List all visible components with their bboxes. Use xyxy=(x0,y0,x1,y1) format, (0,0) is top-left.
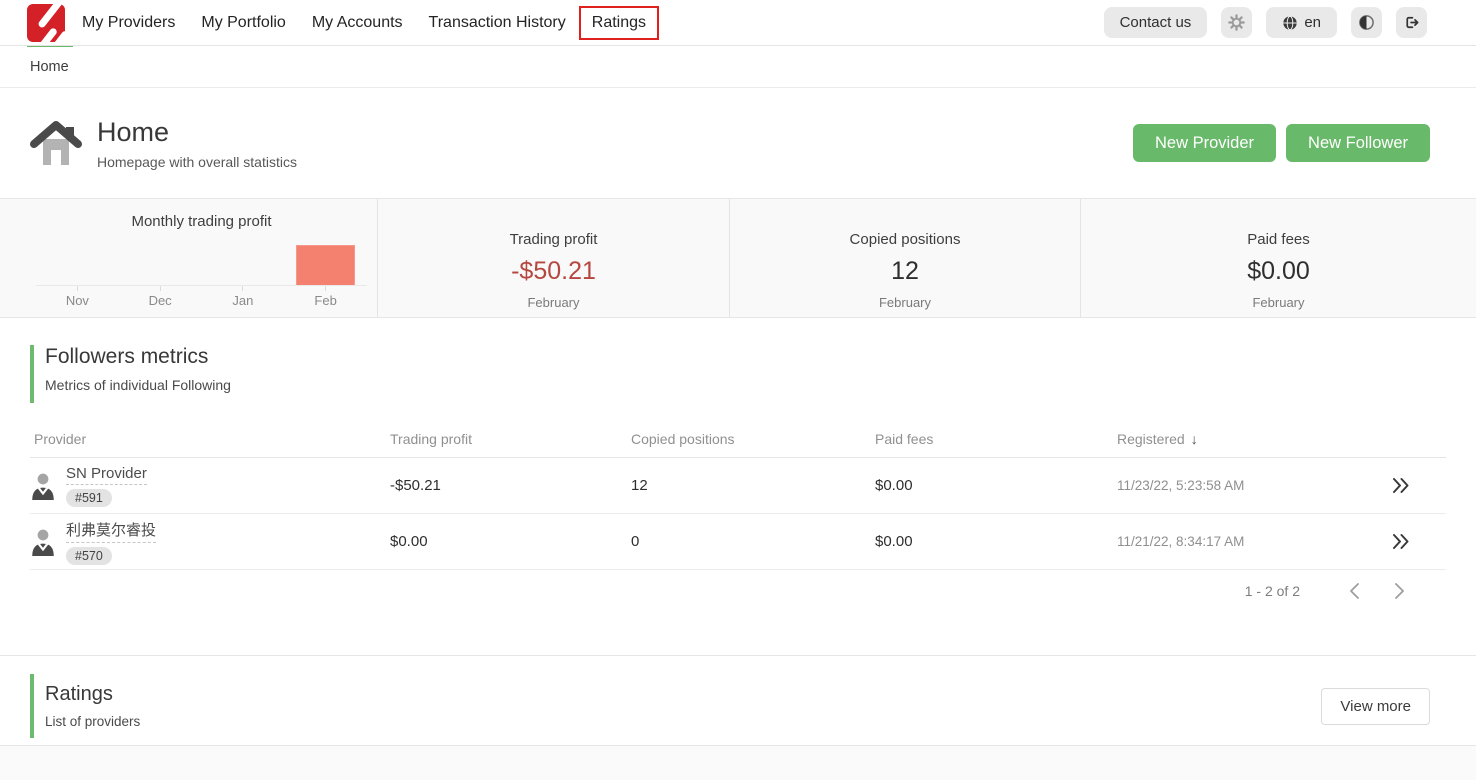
section-subtitle: List of providers xyxy=(45,714,141,729)
chart-bar-feb xyxy=(296,245,356,285)
settings-button[interactable] xyxy=(1221,7,1253,38)
provider-avatar-icon xyxy=(32,529,54,556)
stat-period: February xyxy=(1252,295,1305,310)
app-logo-icon[interactable] xyxy=(27,3,65,42)
nav-actions: Contact us en xyxy=(1103,7,1427,38)
contrast-icon xyxy=(1359,15,1374,30)
new-follower-button[interactable]: New Follower xyxy=(1286,124,1430,162)
language-label: en xyxy=(1304,14,1321,31)
open-provider-button[interactable] xyxy=(1388,533,1446,550)
cell-registered: 11/21/22, 8:34:17 AM xyxy=(1117,534,1245,549)
divider xyxy=(0,655,1476,656)
nav-item-transaction-history[interactable]: Transaction History xyxy=(428,13,566,31)
sort-descending-icon: ↓ xyxy=(1190,430,1198,447)
footer-strip xyxy=(0,746,1476,780)
page-subtitle: Homepage with overall statistics xyxy=(97,153,297,170)
x-tick-jan: Jan xyxy=(232,293,254,308)
ratings-section: Ratings List of providers View more xyxy=(30,670,1430,742)
new-provider-button[interactable]: New Provider xyxy=(1133,124,1277,162)
theme-toggle-button[interactable] xyxy=(1351,7,1382,38)
chevron-right-icon xyxy=(1395,583,1404,599)
section-title: Ratings xyxy=(45,683,113,705)
cell-paid-fees: $0.00 xyxy=(875,533,913,550)
breadcrumb: Home xyxy=(0,47,1476,88)
provider-name-link[interactable]: SN Provider xyxy=(66,465,147,485)
cell-registered: 11/23/22, 5:23:58 AM xyxy=(1117,478,1245,493)
table-header-row: Provider Trading profit Copied positions… xyxy=(30,420,1446,458)
page-title: Home xyxy=(97,116,170,147)
view-more-button[interactable]: View more xyxy=(1321,687,1430,725)
logout-button[interactable] xyxy=(1396,7,1427,38)
x-tick-dec: Dec xyxy=(148,293,172,308)
stat-card-paid-fees: Paid fees $0.00 February xyxy=(1081,199,1476,317)
column-header-paid-fees: Paid fees xyxy=(875,430,934,447)
x-tick-nov: Nov xyxy=(65,293,89,308)
nav-item-my-accounts[interactable]: My Accounts xyxy=(311,13,403,31)
language-button[interactable]: en xyxy=(1266,7,1337,38)
table-row: SN Provider #591 -$50.21 12 $0.00 11/23/… xyxy=(30,458,1446,514)
pagination-range-label: 1 - 2 of 2 xyxy=(1244,583,1300,599)
stat-title: Paid fees xyxy=(1247,231,1310,248)
pagination-next-button[interactable] xyxy=(1390,578,1410,604)
globe-icon xyxy=(1283,15,1297,30)
stat-card-trading-profit: Trading profit -$50.21 February xyxy=(378,199,730,317)
provider-id-badge: #570 xyxy=(66,546,112,565)
stat-value: 12 xyxy=(891,257,919,285)
nav-item-my-providers[interactable]: My Providers xyxy=(82,13,176,31)
chart-plot-area xyxy=(36,237,367,285)
nav-item-ratings[interactable]: Ratings xyxy=(578,5,660,40)
stat-card-copied-positions: Copied positions 12 February xyxy=(730,199,1081,317)
table-row: 利弗莫尔睿投 #570 $0.00 0 $0.00 11/21/22, 8:34… xyxy=(30,514,1446,570)
overall-statistics: Monthly trading profit Nov Dec Jan Feb T… xyxy=(0,198,1476,318)
stat-title: Copied positions xyxy=(849,231,961,248)
contact-us-button[interactable]: Contact us xyxy=(1103,7,1208,38)
followers-metrics-header: Followers metrics Metrics of individual … xyxy=(30,345,231,403)
followers-metrics-table: Provider Trading profit Copied positions… xyxy=(30,420,1446,570)
chart-title: Monthly trading profit xyxy=(131,213,272,230)
nav-links: My Providers My Portfolio My Accounts Tr… xyxy=(69,5,660,40)
column-header-copied-positions: Copied positions xyxy=(631,430,735,447)
home-icon xyxy=(30,121,82,165)
cell-copied-positions: 12 xyxy=(631,477,648,494)
stat-value: -$50.21 xyxy=(511,257,596,285)
cell-trading-profit: $0.00 xyxy=(390,533,428,550)
section-title: Followers metrics xyxy=(45,345,209,368)
provider-avatar-icon xyxy=(32,473,54,500)
stat-period: February xyxy=(878,295,932,310)
x-tick-feb: Feb xyxy=(314,293,337,308)
open-provider-button[interactable] xyxy=(1388,477,1446,494)
chevron-left-icon xyxy=(1350,583,1359,599)
cell-copied-positions: 0 xyxy=(631,533,640,550)
provider-name-link[interactable]: 利弗莫尔睿投 xyxy=(66,519,157,543)
section-subtitle: Metrics of individual Following xyxy=(45,377,231,393)
gear-icon xyxy=(1228,14,1246,31)
divider xyxy=(0,745,1476,746)
provider-id-badge: #591 xyxy=(66,488,112,507)
top-navigation: My Providers My Portfolio My Accounts Tr… xyxy=(0,0,1476,46)
column-header-trading-profit: Trading profit xyxy=(390,430,472,447)
pagination: 1 - 2 of 2 xyxy=(1245,576,1410,606)
nav-item-my-portfolio[interactable]: My Portfolio xyxy=(201,13,286,31)
stat-value: $0.00 xyxy=(1247,257,1310,285)
cell-trading-profit: -$50.21 xyxy=(390,477,441,494)
stat-title: Trading profit xyxy=(509,231,598,248)
chart-x-axis: Nov Dec Jan Feb xyxy=(36,285,367,308)
ratings-header: Ratings List of providers xyxy=(30,674,140,738)
double-chevron-right-icon xyxy=(1393,478,1409,493)
pagination-previous-button[interactable] xyxy=(1344,578,1364,604)
double-chevron-right-icon xyxy=(1393,534,1409,549)
column-header-registered[interactable]: Registered ↓ xyxy=(1117,430,1198,447)
logout-icon xyxy=(1406,16,1419,29)
breadcrumb-home-link[interactable]: Home xyxy=(30,59,69,75)
stat-period: February xyxy=(527,295,580,310)
column-header-provider: Provider xyxy=(34,430,87,447)
monthly-trading-profit-chart: Monthly trading profit Nov Dec Jan Feb xyxy=(0,199,378,317)
page-header: Home Homepage with overall statistics Ne… xyxy=(0,88,1476,198)
cell-paid-fees: $0.00 xyxy=(875,477,913,494)
